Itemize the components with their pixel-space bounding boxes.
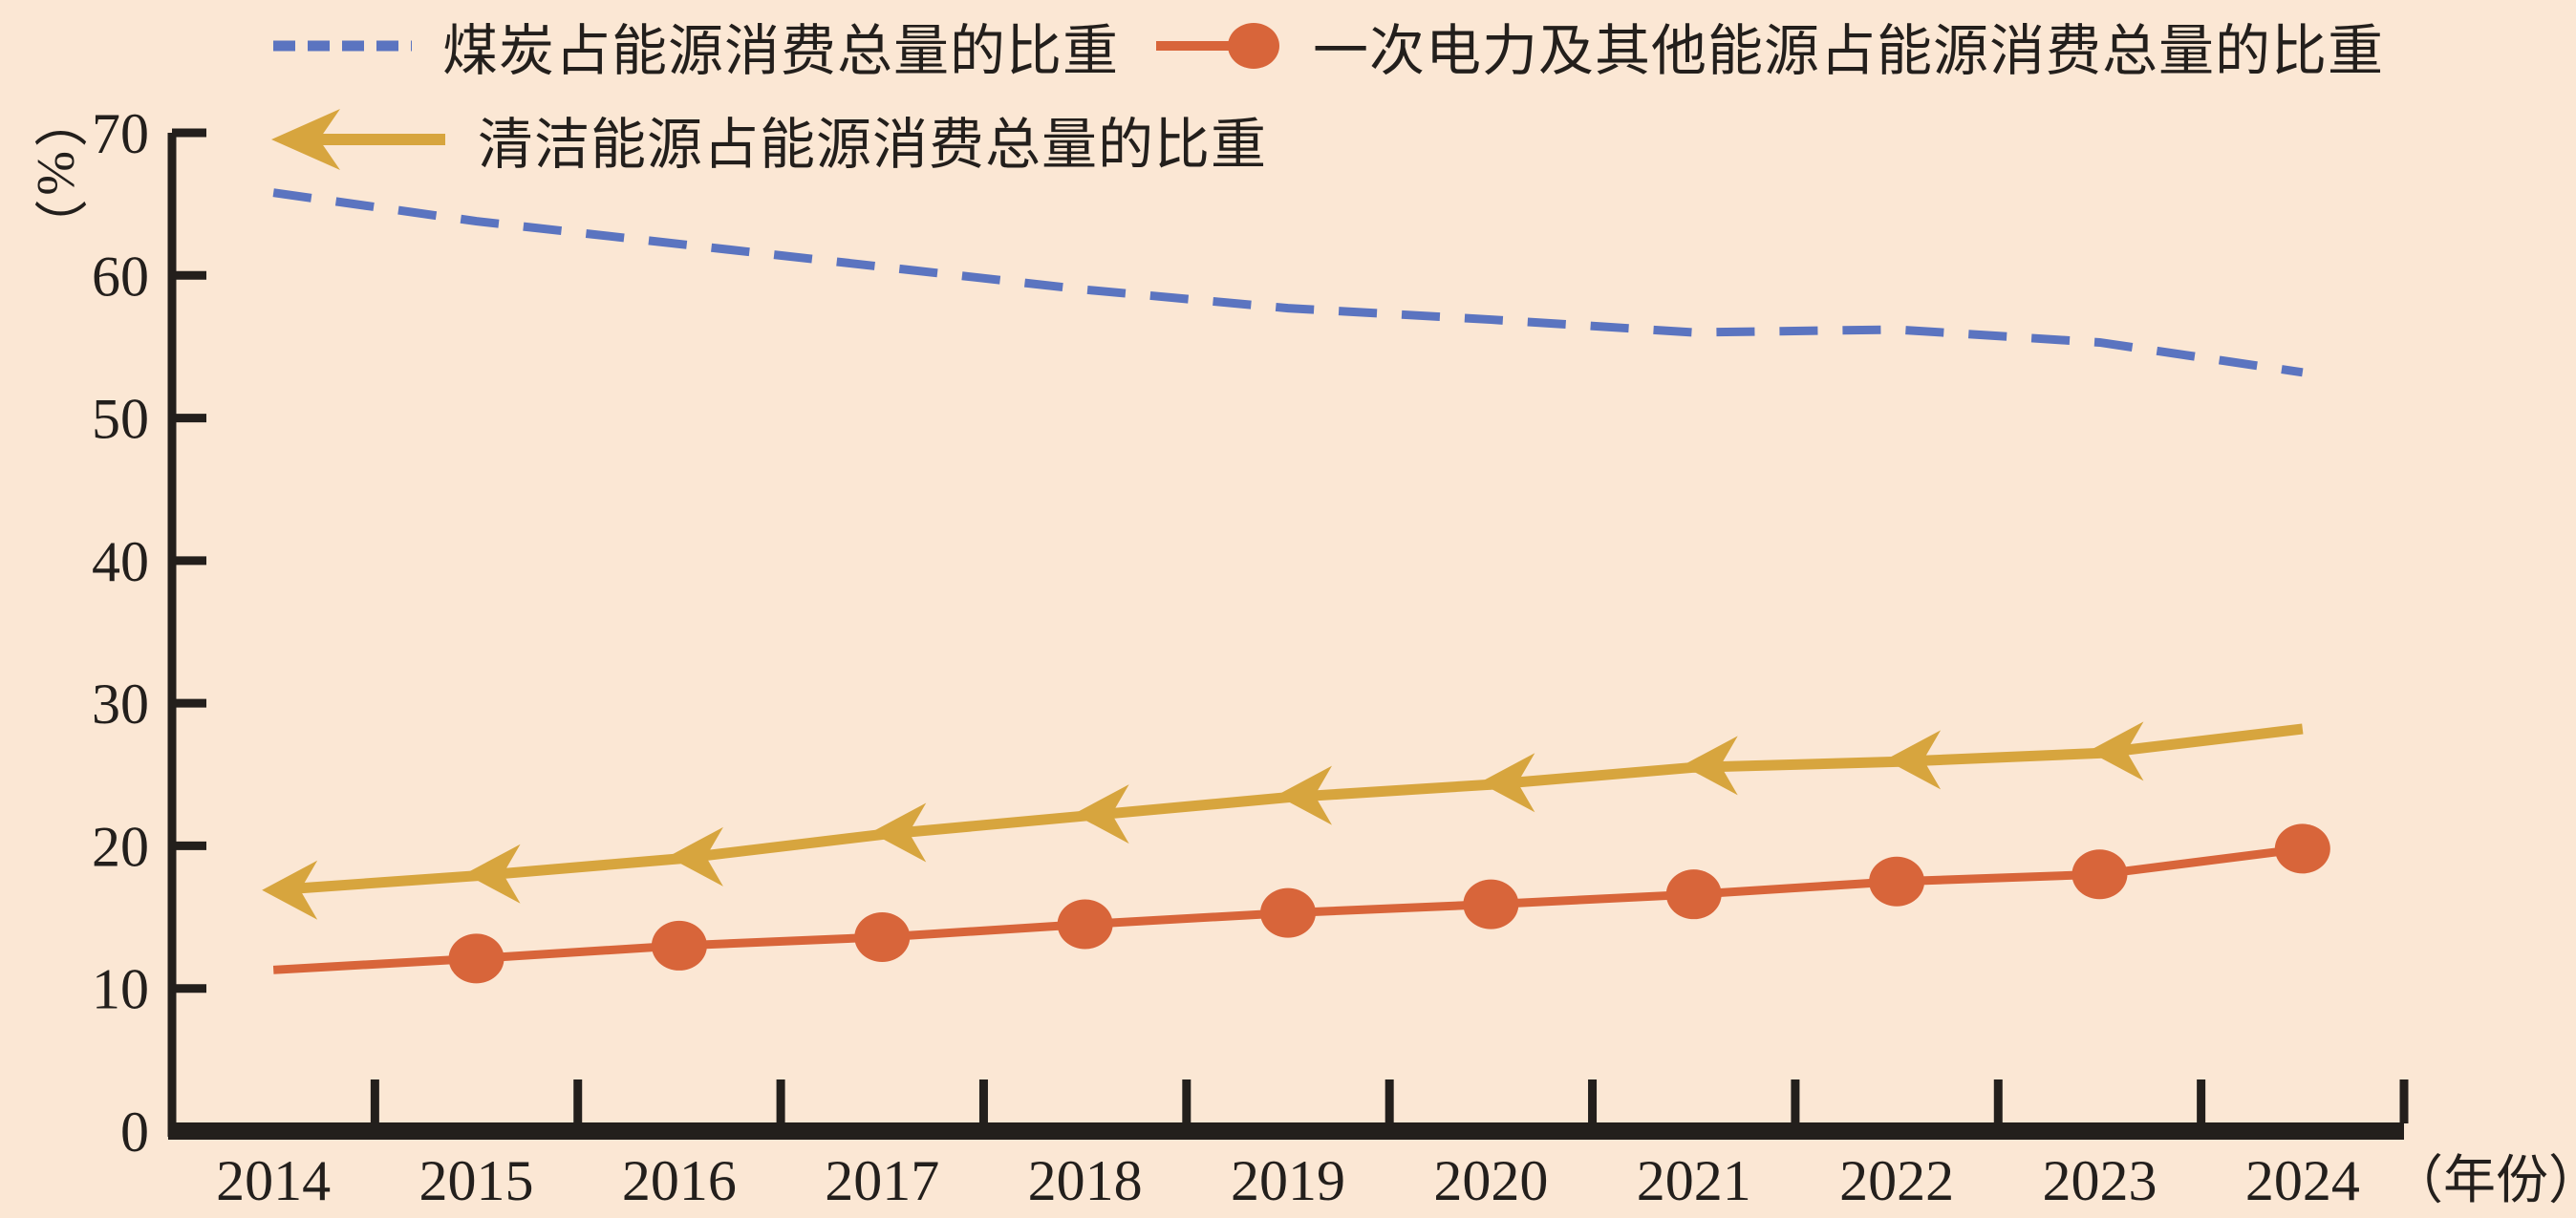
- y-tick-label: 50: [92, 388, 149, 451]
- y-tick-label: 0: [120, 1100, 149, 1164]
- left-arrow-marker: [667, 826, 723, 887]
- circle-marker: [651, 920, 707, 971]
- legend-label-coal: 煤炭占能源消费总量的比重: [442, 20, 1120, 82]
- clean-energy-arrow-line-icon: [271, 109, 445, 170]
- legend-label-primary-electricity: 一次电力及其他能源占能源消费总量的比重: [1313, 20, 2385, 82]
- circle-marker: [448, 933, 504, 984]
- chart-legend: 煤炭占能源消费总量的比重 一次电力及其他能源占能源消费总量的比重 清洁能源占能源…: [0, 0, 2576, 191]
- legend-item-primary-electricity: 一次电力及其他能源占能源消费总量的比重: [1154, 4, 2384, 88]
- x-tick-label: 2014: [216, 1149, 331, 1212]
- legend-item-clean-energy: 清洁能源占能源消费总量的比重: [266, 97, 1267, 182]
- x-tick-label: 2022: [1839, 1149, 1954, 1212]
- legend-label-clean-energy: 清洁能源占能源消费总量的比重: [478, 114, 1268, 176]
- circle-marker: [1869, 856, 1925, 907]
- y-tick-label: 60: [92, 245, 149, 308]
- circle-marker: [1057, 899, 1113, 950]
- x-tick-label: 2015: [419, 1149, 534, 1212]
- circle-marker: [2072, 849, 2128, 900]
- x-axis-unit-label: （年份）: [2391, 1151, 2576, 1209]
- circle-marker: [1260, 887, 1316, 938]
- y-tick-label: 30: [92, 673, 149, 736]
- circle-marker: [2274, 823, 2330, 874]
- circle-marker: [854, 911, 911, 962]
- left-arrow-marker: [2088, 721, 2144, 781]
- left-arrow-marker: [1479, 753, 1535, 813]
- x-tick-label: 2016: [622, 1149, 737, 1212]
- y-axis-ticks: 0 10 20 30 40 50 60 70: [92, 102, 206, 1164]
- x-tick-label: 2021: [1637, 1149, 1751, 1212]
- clean-energy-series: [262, 721, 2304, 920]
- coal-series: [272, 188, 2304, 377]
- x-tick-label: 2020: [1433, 1149, 1548, 1212]
- left-arrow-marker: [464, 844, 521, 904]
- circle-marker: [1665, 869, 1722, 920]
- x-tick-label: 2018: [1028, 1149, 1143, 1212]
- axes: [167, 133, 2404, 1140]
- y-tick-label: 40: [92, 530, 149, 593]
- left-arrow-marker: [262, 860, 318, 920]
- left-arrow-marker: [1682, 736, 1738, 796]
- y-tick-label: 10: [92, 958, 149, 1021]
- y-axis-unit-label: （%）: [26, 94, 85, 257]
- primary-electricity-series: [272, 823, 2330, 984]
- y-tick-label: 70: [92, 102, 149, 165]
- x-tick-label: 2023: [2042, 1149, 2157, 1212]
- left-arrow-marker: [870, 802, 927, 863]
- left-arrow-marker: [1073, 784, 1129, 844]
- x-tick-label: 2019: [1231, 1149, 1345, 1212]
- left-arrow-marker: [1277, 765, 1332, 825]
- x-tick-label: 2024: [2245, 1149, 2360, 1212]
- x-tick-label: 2017: [825, 1149, 939, 1212]
- circle-marker: [1463, 879, 1519, 930]
- x-axis-labels: 2014 2015 2016 2017 2018 2019 2020 2021 2022 2023…: [216, 1149, 2576, 1212]
- primary-electricity-line-dot-icon: [1156, 23, 1279, 69]
- x-axis-ticks: [370, 1079, 2409, 1123]
- coal-dashed-line-icon: [273, 40, 412, 52]
- y-tick-label: 20: [92, 815, 149, 878]
- left-arrow-marker: [1885, 730, 1942, 790]
- legend-item-coal: 煤炭占能源消费总量的比重: [270, 4, 1119, 88]
